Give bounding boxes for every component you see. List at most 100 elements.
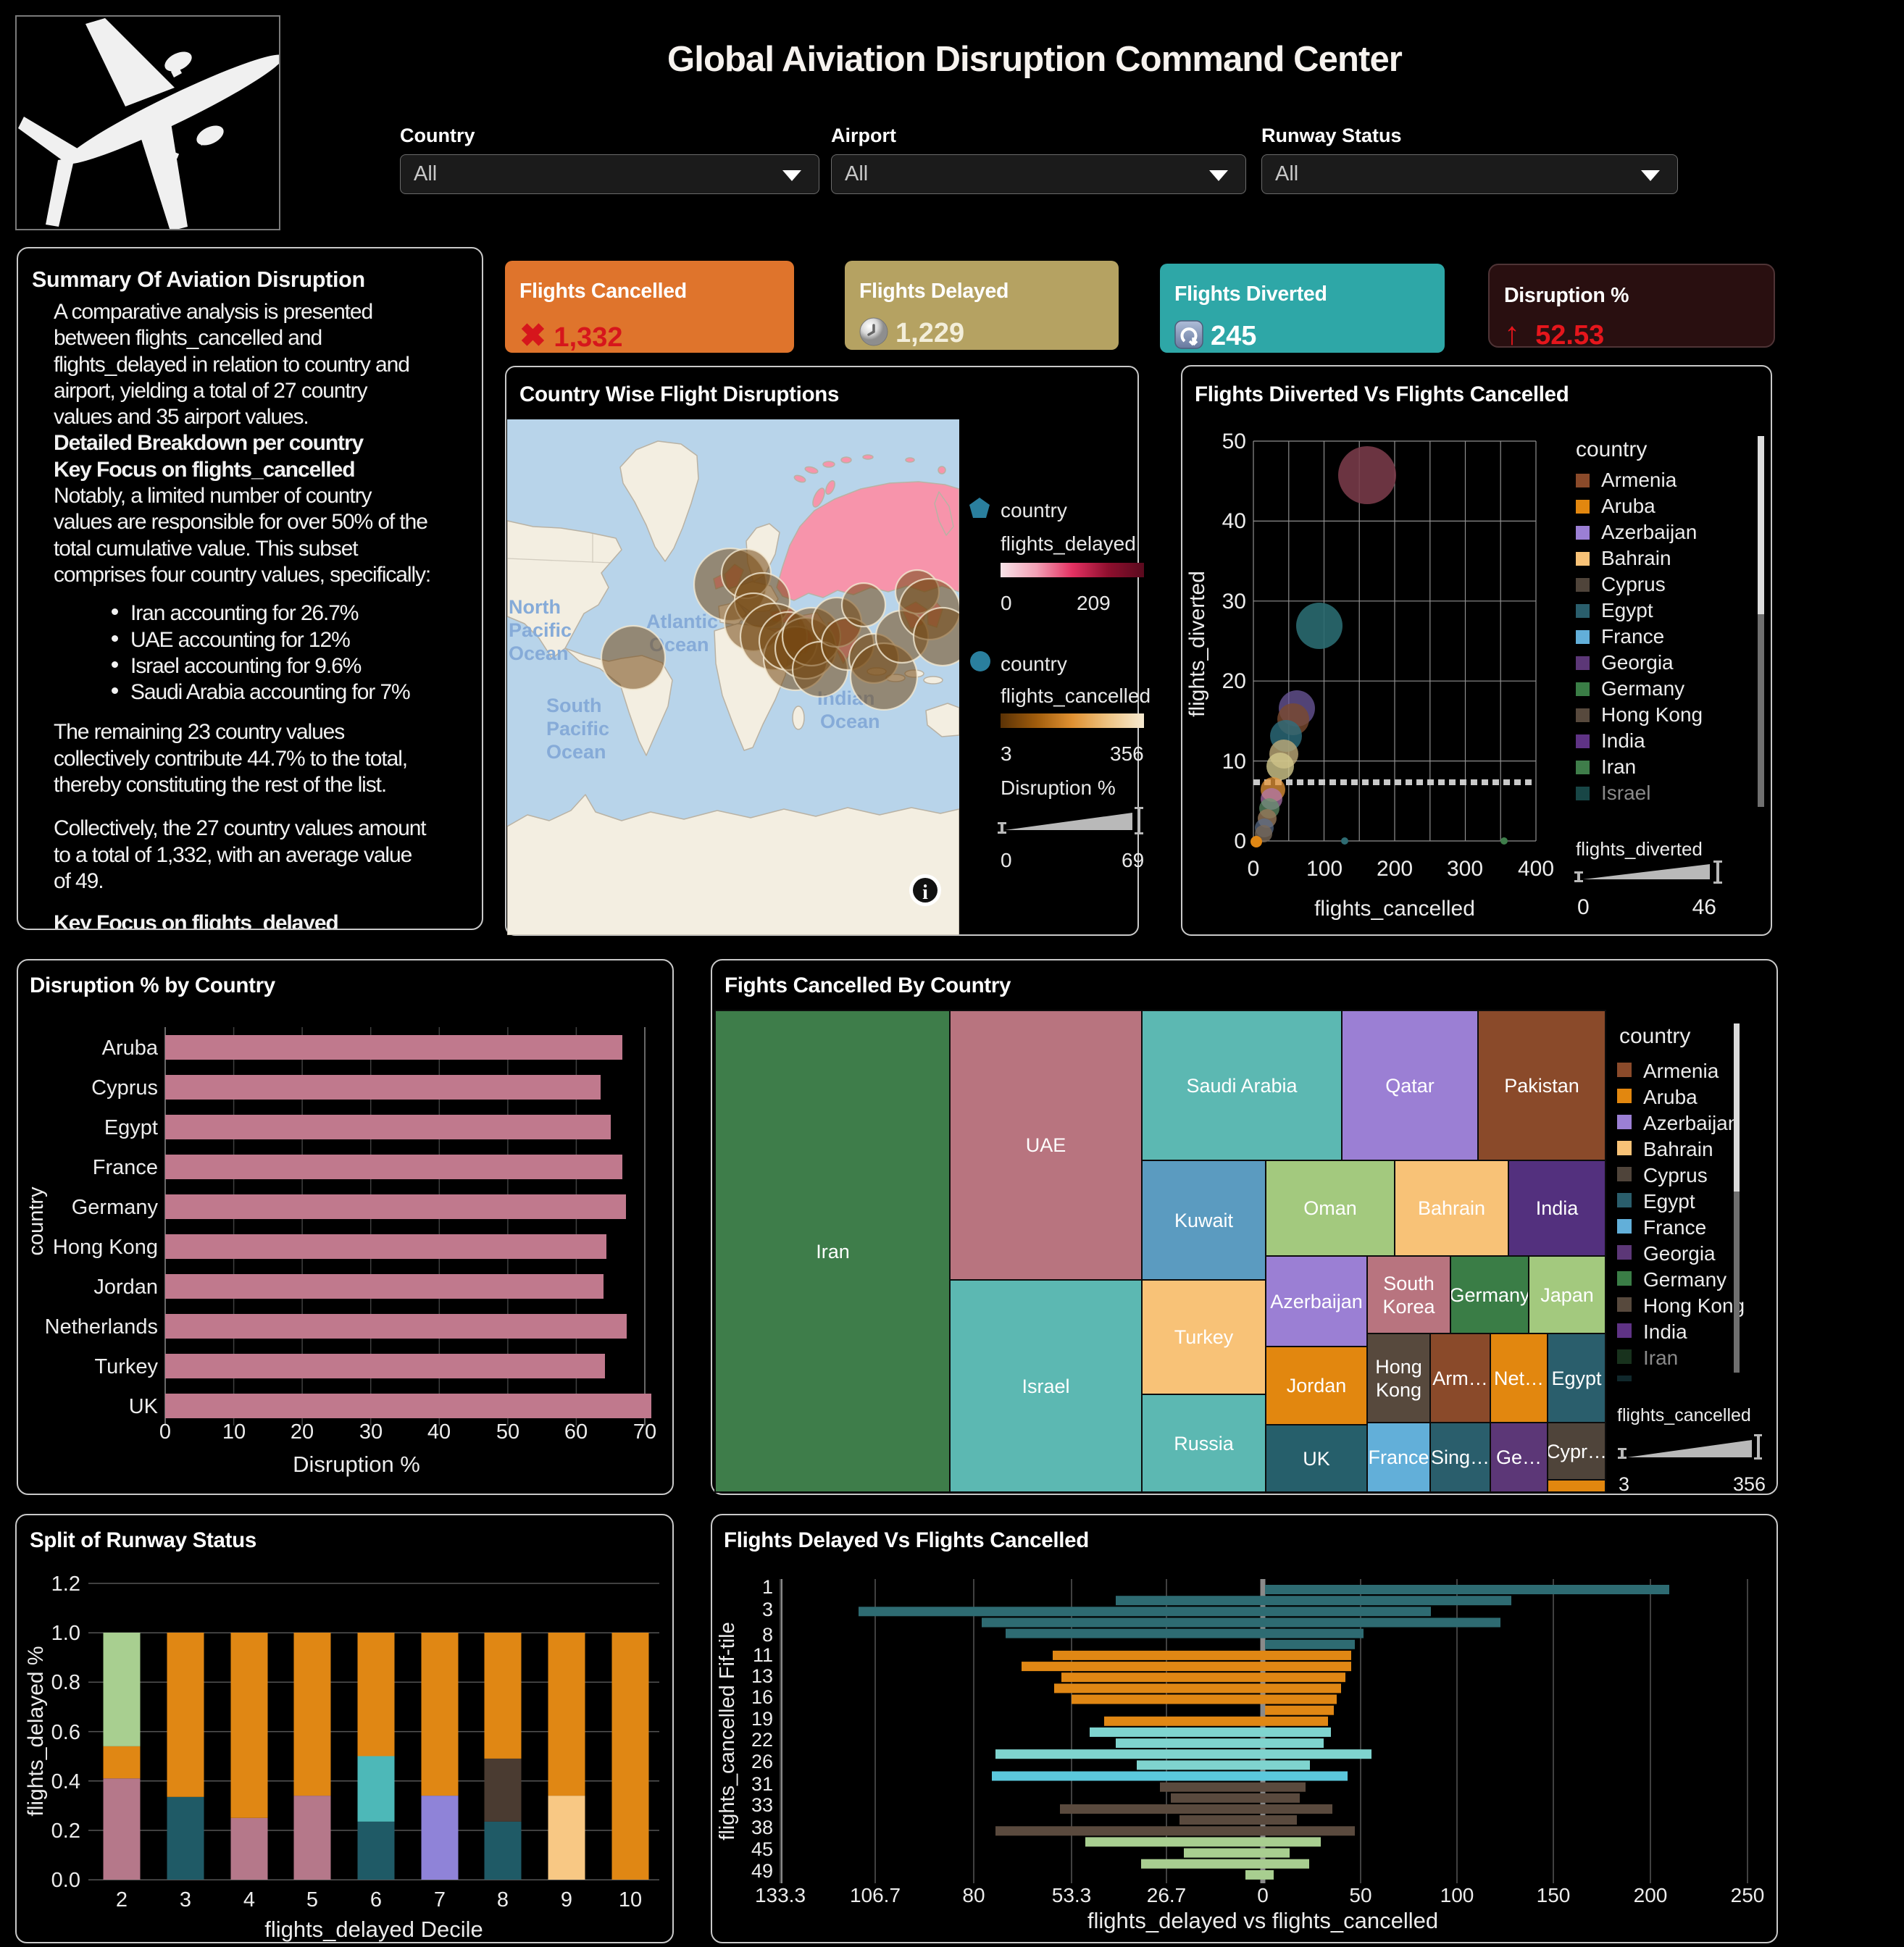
svg-text:Pacific: Pacific bbox=[509, 619, 572, 641]
svg-text:Egypt: Egypt bbox=[1601, 599, 1653, 621]
svg-text:Jordan: Jordan bbox=[93, 1276, 158, 1299]
svg-text:20: 20 bbox=[291, 1420, 314, 1444]
svg-text:South: South bbox=[546, 695, 601, 716]
svg-text:Cyprus: Cyprus bbox=[1601, 573, 1666, 595]
svg-text:i: i bbox=[922, 882, 928, 904]
svg-text:Ocean: Ocean bbox=[546, 741, 606, 763]
svg-text:Pacific: Pacific bbox=[546, 718, 609, 740]
svg-text:20: 20 bbox=[1222, 669, 1246, 693]
svg-text:30: 30 bbox=[359, 1420, 383, 1444]
svg-text:Iran: Iran bbox=[1601, 755, 1636, 778]
svg-text:0.6: 0.6 bbox=[51, 1721, 80, 1744]
svg-text:10: 10 bbox=[619, 1888, 642, 1912]
svg-text:0: 0 bbox=[1257, 1884, 1269, 1906]
svg-text:North: North bbox=[509, 596, 561, 618]
svg-text:49: 49 bbox=[751, 1860, 773, 1882]
svg-text:150: 150 bbox=[1537, 1884, 1571, 1906]
svg-text:22: 22 bbox=[751, 1729, 773, 1751]
svg-text:31: 31 bbox=[751, 1773, 773, 1795]
svg-text:flights_diverted: flights_diverted bbox=[1185, 571, 1209, 717]
svg-text:UK: UK bbox=[129, 1395, 159, 1418]
svg-text:400: 400 bbox=[1518, 857, 1554, 881]
svg-text:46: 46 bbox=[1692, 895, 1716, 919]
svg-text:Aruba: Aruba bbox=[102, 1037, 159, 1060]
svg-text:flights_diverted: flights_diverted bbox=[1576, 838, 1703, 860]
svg-text:France: France bbox=[1601, 625, 1664, 648]
svg-text:1: 1 bbox=[762, 1576, 773, 1598]
svg-text:10: 10 bbox=[222, 1420, 246, 1444]
svg-text:10: 10 bbox=[1222, 750, 1246, 774]
svg-text:300: 300 bbox=[1447, 857, 1483, 881]
svg-text:0.4: 0.4 bbox=[51, 1770, 80, 1793]
svg-text:19: 19 bbox=[751, 1708, 773, 1730]
svg-text:flights_delayed %: flights_delayed % bbox=[24, 1646, 48, 1816]
svg-text:3: 3 bbox=[762, 1599, 773, 1620]
svg-text:250: 250 bbox=[1731, 1884, 1765, 1906]
svg-text:Georgia: Georgia bbox=[1601, 651, 1674, 674]
svg-text:40: 40 bbox=[1222, 509, 1246, 533]
svg-text:Armenia: Armenia bbox=[1601, 469, 1677, 491]
svg-text:200: 200 bbox=[1377, 857, 1413, 881]
svg-text:8: 8 bbox=[497, 1888, 509, 1912]
svg-text:9: 9 bbox=[561, 1888, 572, 1912]
svg-text:0: 0 bbox=[159, 1420, 171, 1444]
svg-text:30: 30 bbox=[1222, 590, 1246, 614]
svg-text:70: 70 bbox=[633, 1420, 656, 1444]
svg-text:5: 5 bbox=[306, 1888, 318, 1912]
svg-text:flights_cancelled: flights_cancelled bbox=[1314, 897, 1475, 921]
svg-text:Ocean: Ocean bbox=[820, 711, 880, 732]
svg-text:6: 6 bbox=[370, 1888, 382, 1912]
svg-text:Bahrain: Bahrain bbox=[1601, 547, 1671, 569]
svg-text:60: 60 bbox=[564, 1420, 588, 1444]
svg-text:26.7: 26.7 bbox=[1147, 1884, 1187, 1906]
svg-text:Disruption %: Disruption % bbox=[293, 1452, 420, 1477]
svg-text:Ocean: Ocean bbox=[509, 642, 569, 664]
svg-text:45: 45 bbox=[751, 1838, 773, 1860]
svg-text:Atlantic: Atlantic bbox=[646, 611, 718, 632]
svg-text:38: 38 bbox=[751, 1817, 773, 1838]
svg-text:1.2: 1.2 bbox=[51, 1573, 80, 1596]
svg-text:0.8: 0.8 bbox=[51, 1671, 80, 1694]
svg-text:100: 100 bbox=[1440, 1884, 1474, 1906]
svg-text:50: 50 bbox=[496, 1420, 519, 1444]
svg-text:3: 3 bbox=[180, 1888, 191, 1912]
svg-text:7: 7 bbox=[434, 1888, 446, 1912]
svg-text:France: France bbox=[93, 1156, 158, 1179]
svg-text:country: country bbox=[25, 1186, 48, 1256]
svg-text:Germany: Germany bbox=[1601, 677, 1684, 700]
svg-text:flights_cancelled Fif-tile: flights_cancelled Fif-tile bbox=[716, 1622, 739, 1840]
svg-text:0: 0 bbox=[1248, 857, 1260, 881]
svg-text:16: 16 bbox=[751, 1686, 773, 1708]
svg-text:Egypt: Egypt bbox=[104, 1116, 158, 1139]
svg-text:Hong Kong: Hong Kong bbox=[1601, 703, 1703, 726]
svg-text:8: 8 bbox=[762, 1624, 773, 1646]
svg-text:Hong Kong: Hong Kong bbox=[53, 1236, 158, 1259]
svg-text:50: 50 bbox=[1222, 430, 1246, 453]
svg-text:40: 40 bbox=[427, 1420, 451, 1444]
svg-text:13: 13 bbox=[751, 1665, 773, 1687]
svg-text:80: 80 bbox=[962, 1884, 985, 1906]
svg-text:0.0: 0.0 bbox=[51, 1869, 80, 1892]
svg-text:4: 4 bbox=[243, 1888, 255, 1912]
svg-text:Cyprus: Cyprus bbox=[91, 1076, 158, 1100]
svg-text:0: 0 bbox=[1577, 895, 1590, 919]
svg-text:Aruba: Aruba bbox=[1601, 495, 1655, 517]
svg-text:33: 33 bbox=[751, 1794, 773, 1816]
svg-text:26: 26 bbox=[751, 1751, 773, 1772]
svg-text:106.7: 106.7 bbox=[850, 1884, 901, 1906]
svg-text:0.2: 0.2 bbox=[51, 1820, 80, 1843]
svg-text:flights_delayed vs flights_can: flights_delayed vs flights_cancelled bbox=[1087, 1908, 1438, 1933]
svg-text:53.3: 53.3 bbox=[1052, 1884, 1092, 1906]
svg-text:2: 2 bbox=[116, 1888, 128, 1912]
svg-text:Germany: Germany bbox=[72, 1196, 159, 1219]
svg-text:133.3: 133.3 bbox=[755, 1884, 806, 1906]
svg-text:1.0: 1.0 bbox=[51, 1622, 80, 1645]
svg-text:11: 11 bbox=[753, 1644, 773, 1666]
svg-text:Azerbaijan: Azerbaijan bbox=[1601, 521, 1697, 543]
svg-text:Turkey: Turkey bbox=[94, 1355, 158, 1378]
svg-text:India: India bbox=[1601, 729, 1645, 752]
svg-text:flights_delayed Decile: flights_delayed Decile bbox=[264, 1917, 483, 1942]
svg-text:50: 50 bbox=[1349, 1884, 1371, 1906]
svg-text:200: 200 bbox=[1634, 1884, 1668, 1906]
svg-text:0: 0 bbox=[1234, 829, 1246, 853]
